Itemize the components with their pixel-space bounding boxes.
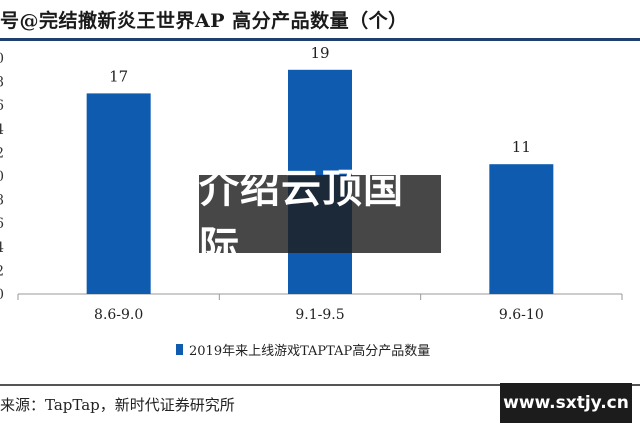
chart-title: 号@完结撤新炎王世界AP 高分产品数量（个） [0, 10, 408, 32]
bar-9.6-10 [489, 164, 554, 294]
y-tick-label: 18 [0, 75, 4, 91]
y-tick-label: 10 [0, 169, 4, 185]
legend-label: 2019年来上线游戏TAPTAP高分产品数量 [189, 344, 431, 359]
chart-legend: 2019年来上线游戏TAPTAP高分产品数量 [176, 340, 430, 359]
y-tick-label: 14 [0, 122, 4, 138]
y-tick-label: 4 [0, 240, 4, 256]
x-tick-label: 8.6-9.0 [94, 307, 143, 323]
y-tick-label: 6 [0, 216, 4, 232]
data-label: 17 [109, 67, 128, 85]
y-tick-label: 16 [0, 98, 4, 114]
source-note: 来源：TapTap，新时代证券研究所 [0, 396, 235, 414]
y-tick-label: 2 [0, 263, 4, 279]
y-tick-label: 0 [0, 287, 4, 303]
y-tick-label: 12 [0, 145, 4, 161]
source-divider [0, 384, 640, 386]
data-label: 19 [310, 44, 329, 62]
legend-swatch [176, 344, 183, 355]
overlay-banner: 介绍云顶国际 [199, 166, 441, 270]
site-watermark: www.sxtjy.cn [500, 383, 632, 423]
overlay-text: 介绍云顶国际 [199, 166, 404, 270]
title-divider [0, 38, 640, 41]
x-tick-label: 9.6-10 [499, 307, 544, 323]
x-tick-label: 9.1-9.5 [295, 307, 344, 323]
watermark-text: www.sxtjy.cn [503, 393, 629, 413]
data-label: 11 [512, 138, 531, 156]
y-tick-label: 8 [0, 193, 4, 209]
bar-8.6-9.0 [86, 93, 151, 295]
y-tick-label: 20 [0, 51, 4, 67]
